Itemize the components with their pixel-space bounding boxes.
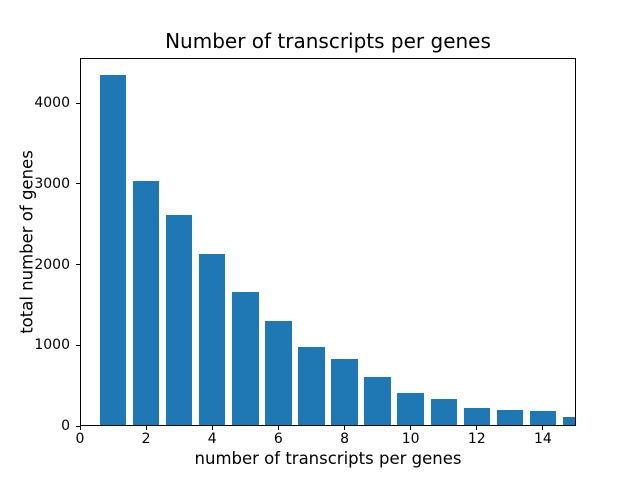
y-tick-label: 1000 <box>34 337 70 354</box>
bar-x7 <box>298 346 325 426</box>
bar-x9 <box>364 376 391 426</box>
x-tick-label: 6 <box>273 431 283 447</box>
x-tick <box>476 426 478 430</box>
y-tick <box>76 102 80 104</box>
bar-x15 <box>562 417 576 426</box>
y-tick <box>76 425 80 427</box>
y-tick-label: 0 <box>61 418 70 434</box>
x-tick-label: 4 <box>207 431 217 447</box>
x-tick-label: 8 <box>340 431 349 447</box>
y-tick <box>76 264 80 266</box>
x-tick-label: 10 <box>401 431 420 447</box>
bar-x1 <box>99 74 127 426</box>
bar-x13 <box>496 409 524 426</box>
bar-x4 <box>199 254 226 426</box>
x-tick-label: 14 <box>534 431 552 447</box>
y-tick-label: 3000 <box>34 175 70 192</box>
bar-x6 <box>265 321 292 426</box>
y-tick-label: 2000 <box>34 256 70 273</box>
x-tick-label: 0 <box>75 431 85 447</box>
x-tick <box>211 426 213 430</box>
bar-x12 <box>463 408 491 426</box>
x-tick <box>79 426 81 430</box>
chart-title: Number of transcripts per genes <box>165 29 491 53</box>
y-tick-label: 4000 <box>34 95 70 112</box>
bar-x11 <box>430 399 457 426</box>
x-axis-label: number of transcripts per genes <box>194 449 462 468</box>
x-tick-label: 2 <box>141 431 151 447</box>
bar-x8 <box>331 359 358 426</box>
y-tick <box>76 183 80 185</box>
bar-x3 <box>165 214 193 426</box>
x-tick-label: 12 <box>467 431 486 447</box>
plot-area <box>80 58 576 426</box>
bar-x10 <box>397 392 424 426</box>
y-tick <box>76 344 80 346</box>
x-tick <box>542 426 544 430</box>
x-tick <box>145 426 147 430</box>
x-tick <box>410 426 412 430</box>
x-tick <box>277 426 279 430</box>
x-tick <box>344 426 346 430</box>
bar-x2 <box>132 181 160 426</box>
bar-x5 <box>232 292 259 426</box>
bar-x14 <box>529 411 557 426</box>
